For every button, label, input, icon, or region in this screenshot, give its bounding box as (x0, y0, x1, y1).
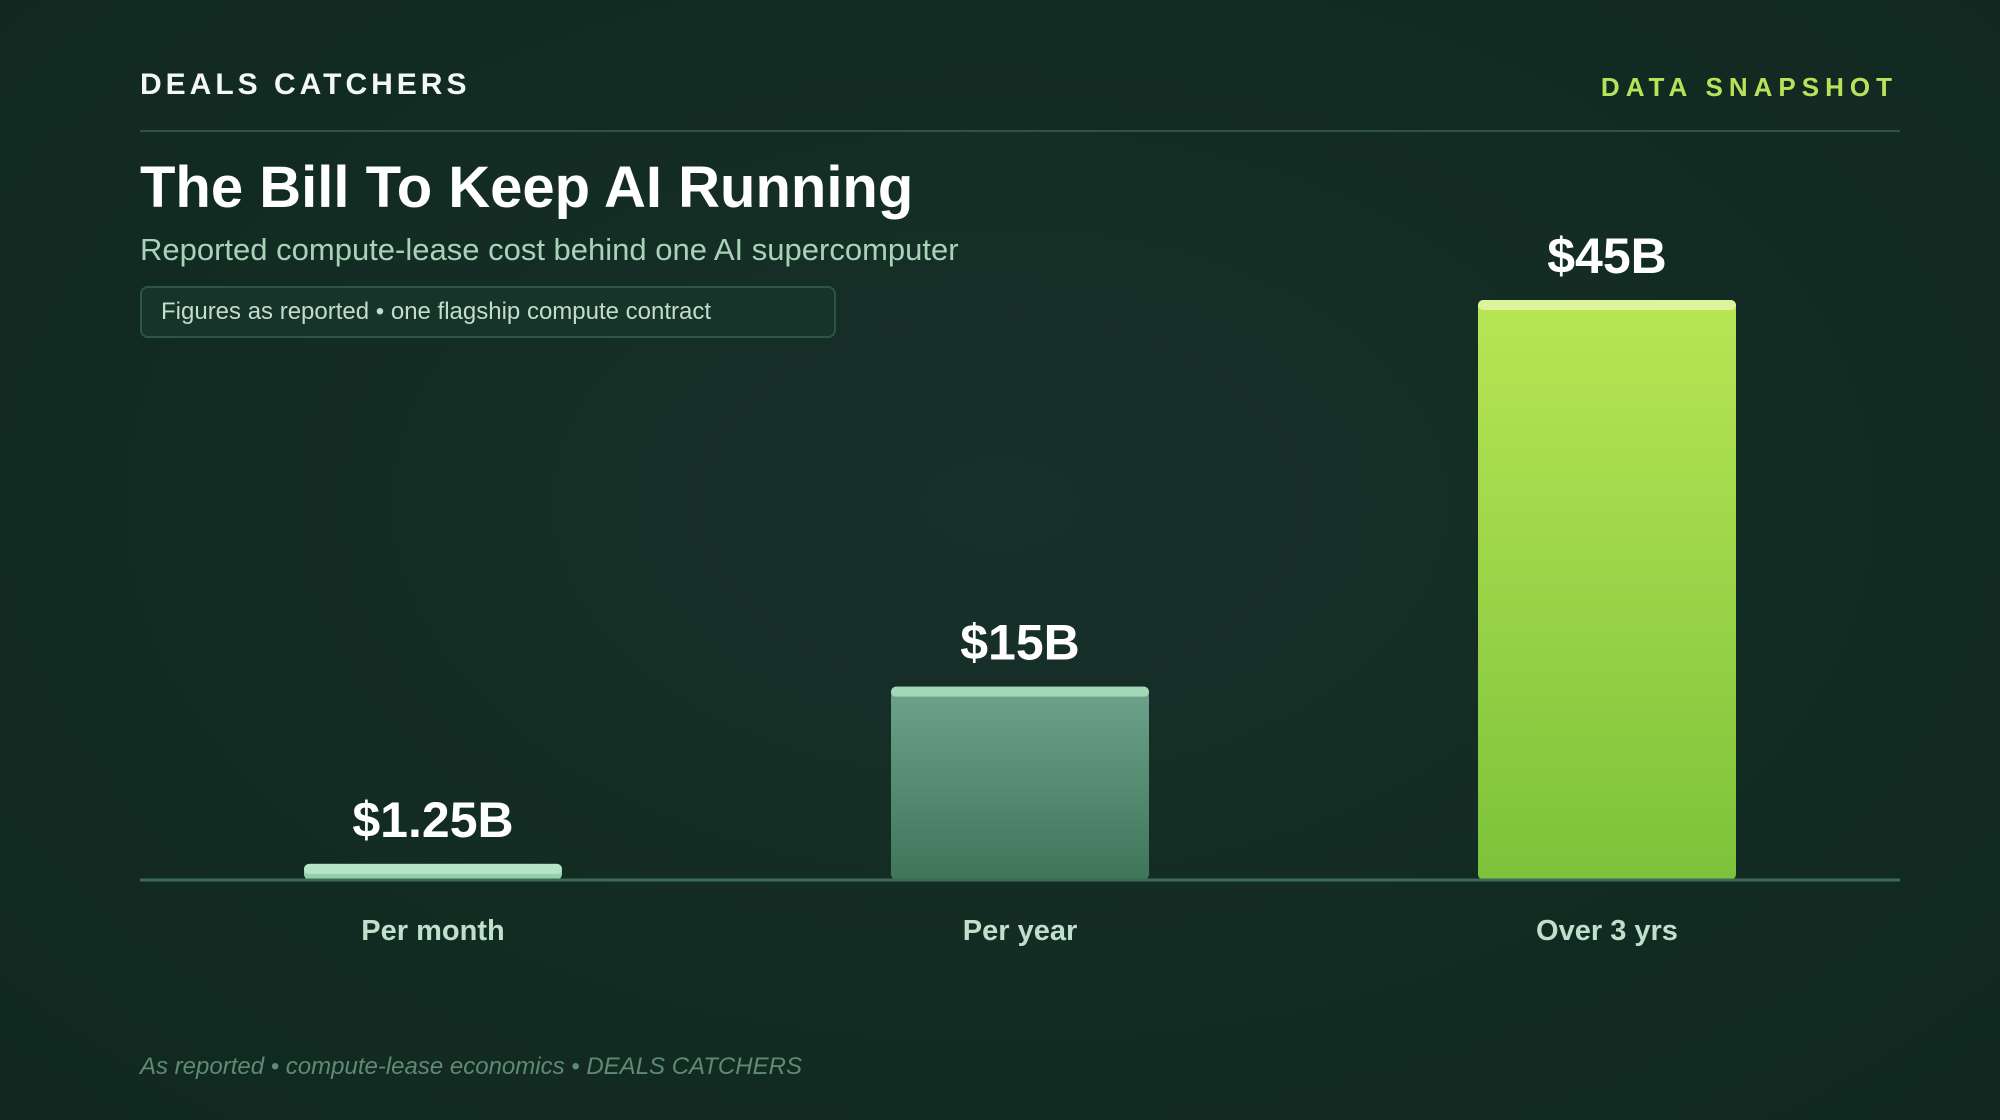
bar-per-year (891, 686, 1149, 880)
bar-cap-per-month (304, 863, 562, 874)
value-label-per-year: $15B (960, 615, 1080, 671)
value-label-per-month: $1.25B (352, 792, 513, 848)
header-divider (140, 130, 1900, 132)
source-note-badge: Figures as reported • one flagship compu… (140, 286, 836, 338)
category-label-per-month: Per month (361, 915, 504, 947)
category-label-per-year: Per year (963, 915, 1078, 947)
snapshot-tag: DATA SNAPSHOT (1600, 72, 1898, 102)
chart-title: The Bill To Keep AI Running (140, 155, 914, 220)
brand-name: DEALS CATCHERS (140, 68, 471, 101)
category-label-over-3-yrs: Over 3 yrs (1536, 915, 1678, 947)
bar-cap-per-year (891, 686, 1149, 697)
value-label-over-3-yrs: $45B (1547, 228, 1667, 284)
bar-over-3-yrs (1478, 300, 1736, 880)
bar-cap-over-3-yrs (1478, 300, 1736, 310)
chart-subtitle: Reported compute-lease cost behind one A… (140, 232, 959, 267)
footer-credit: As reported • compute-lease economics • … (140, 1053, 802, 1080)
